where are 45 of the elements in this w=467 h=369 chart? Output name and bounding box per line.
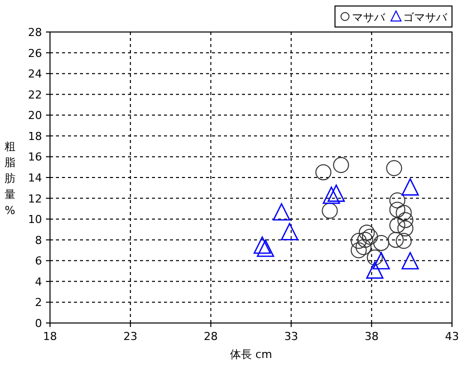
y-tick-label: 22 bbox=[28, 88, 42, 102]
point bbox=[396, 204, 412, 221]
y-tick-label: 8 bbox=[35, 234, 42, 247]
point bbox=[397, 220, 414, 236]
x-tick-label: 33 bbox=[284, 330, 298, 343]
point bbox=[333, 157, 350, 174]
point bbox=[356, 239, 372, 256]
point bbox=[362, 228, 378, 245]
y-tick-label: 6 bbox=[35, 254, 42, 268]
point bbox=[389, 192, 406, 208]
y-tick-label: 28 bbox=[28, 26, 42, 39]
point bbox=[366, 250, 383, 266]
y-tick-label: 16 bbox=[28, 150, 42, 164]
point bbox=[350, 232, 367, 249]
legend-label: ゴマサバ bbox=[403, 11, 448, 24]
y-tick-label: 20 bbox=[28, 109, 42, 122]
x-axis-title: 体長 cm bbox=[230, 348, 272, 361]
x-tick-label: 28 bbox=[204, 330, 218, 343]
x-tick-label: 38 bbox=[364, 330, 379, 343]
y-tick-label: 26 bbox=[28, 46, 42, 60]
x-tick-label: 23 bbox=[123, 330, 138, 343]
point bbox=[389, 217, 406, 234]
y-tick-label: 0 bbox=[35, 317, 42, 330]
y-tick-label: 2 bbox=[35, 296, 42, 310]
point bbox=[373, 234, 390, 251]
point bbox=[389, 202, 406, 218]
point bbox=[350, 242, 367, 258]
point bbox=[397, 212, 414, 228]
legend-label: マサバ bbox=[352, 11, 386, 24]
point bbox=[388, 232, 404, 248]
x-tick-label: 18 bbox=[43, 330, 57, 343]
point bbox=[357, 232, 374, 248]
point bbox=[315, 164, 332, 180]
y-tick-label: 24 bbox=[28, 68, 42, 81]
point bbox=[396, 232, 412, 249]
y-tick-label: 10 bbox=[28, 213, 42, 226]
y-axis-title: 粗脂肪量% bbox=[4, 140, 16, 217]
x-tick-label: 43 bbox=[445, 330, 459, 343]
point bbox=[358, 224, 375, 241]
point bbox=[322, 202, 338, 219]
point bbox=[386, 160, 402, 176]
y-tick-label: 18 bbox=[28, 130, 42, 143]
y-tick-label: 14 bbox=[28, 172, 42, 184]
y-tick-label: 4 bbox=[35, 275, 42, 288]
y-tick-label: 12 bbox=[28, 192, 42, 206]
